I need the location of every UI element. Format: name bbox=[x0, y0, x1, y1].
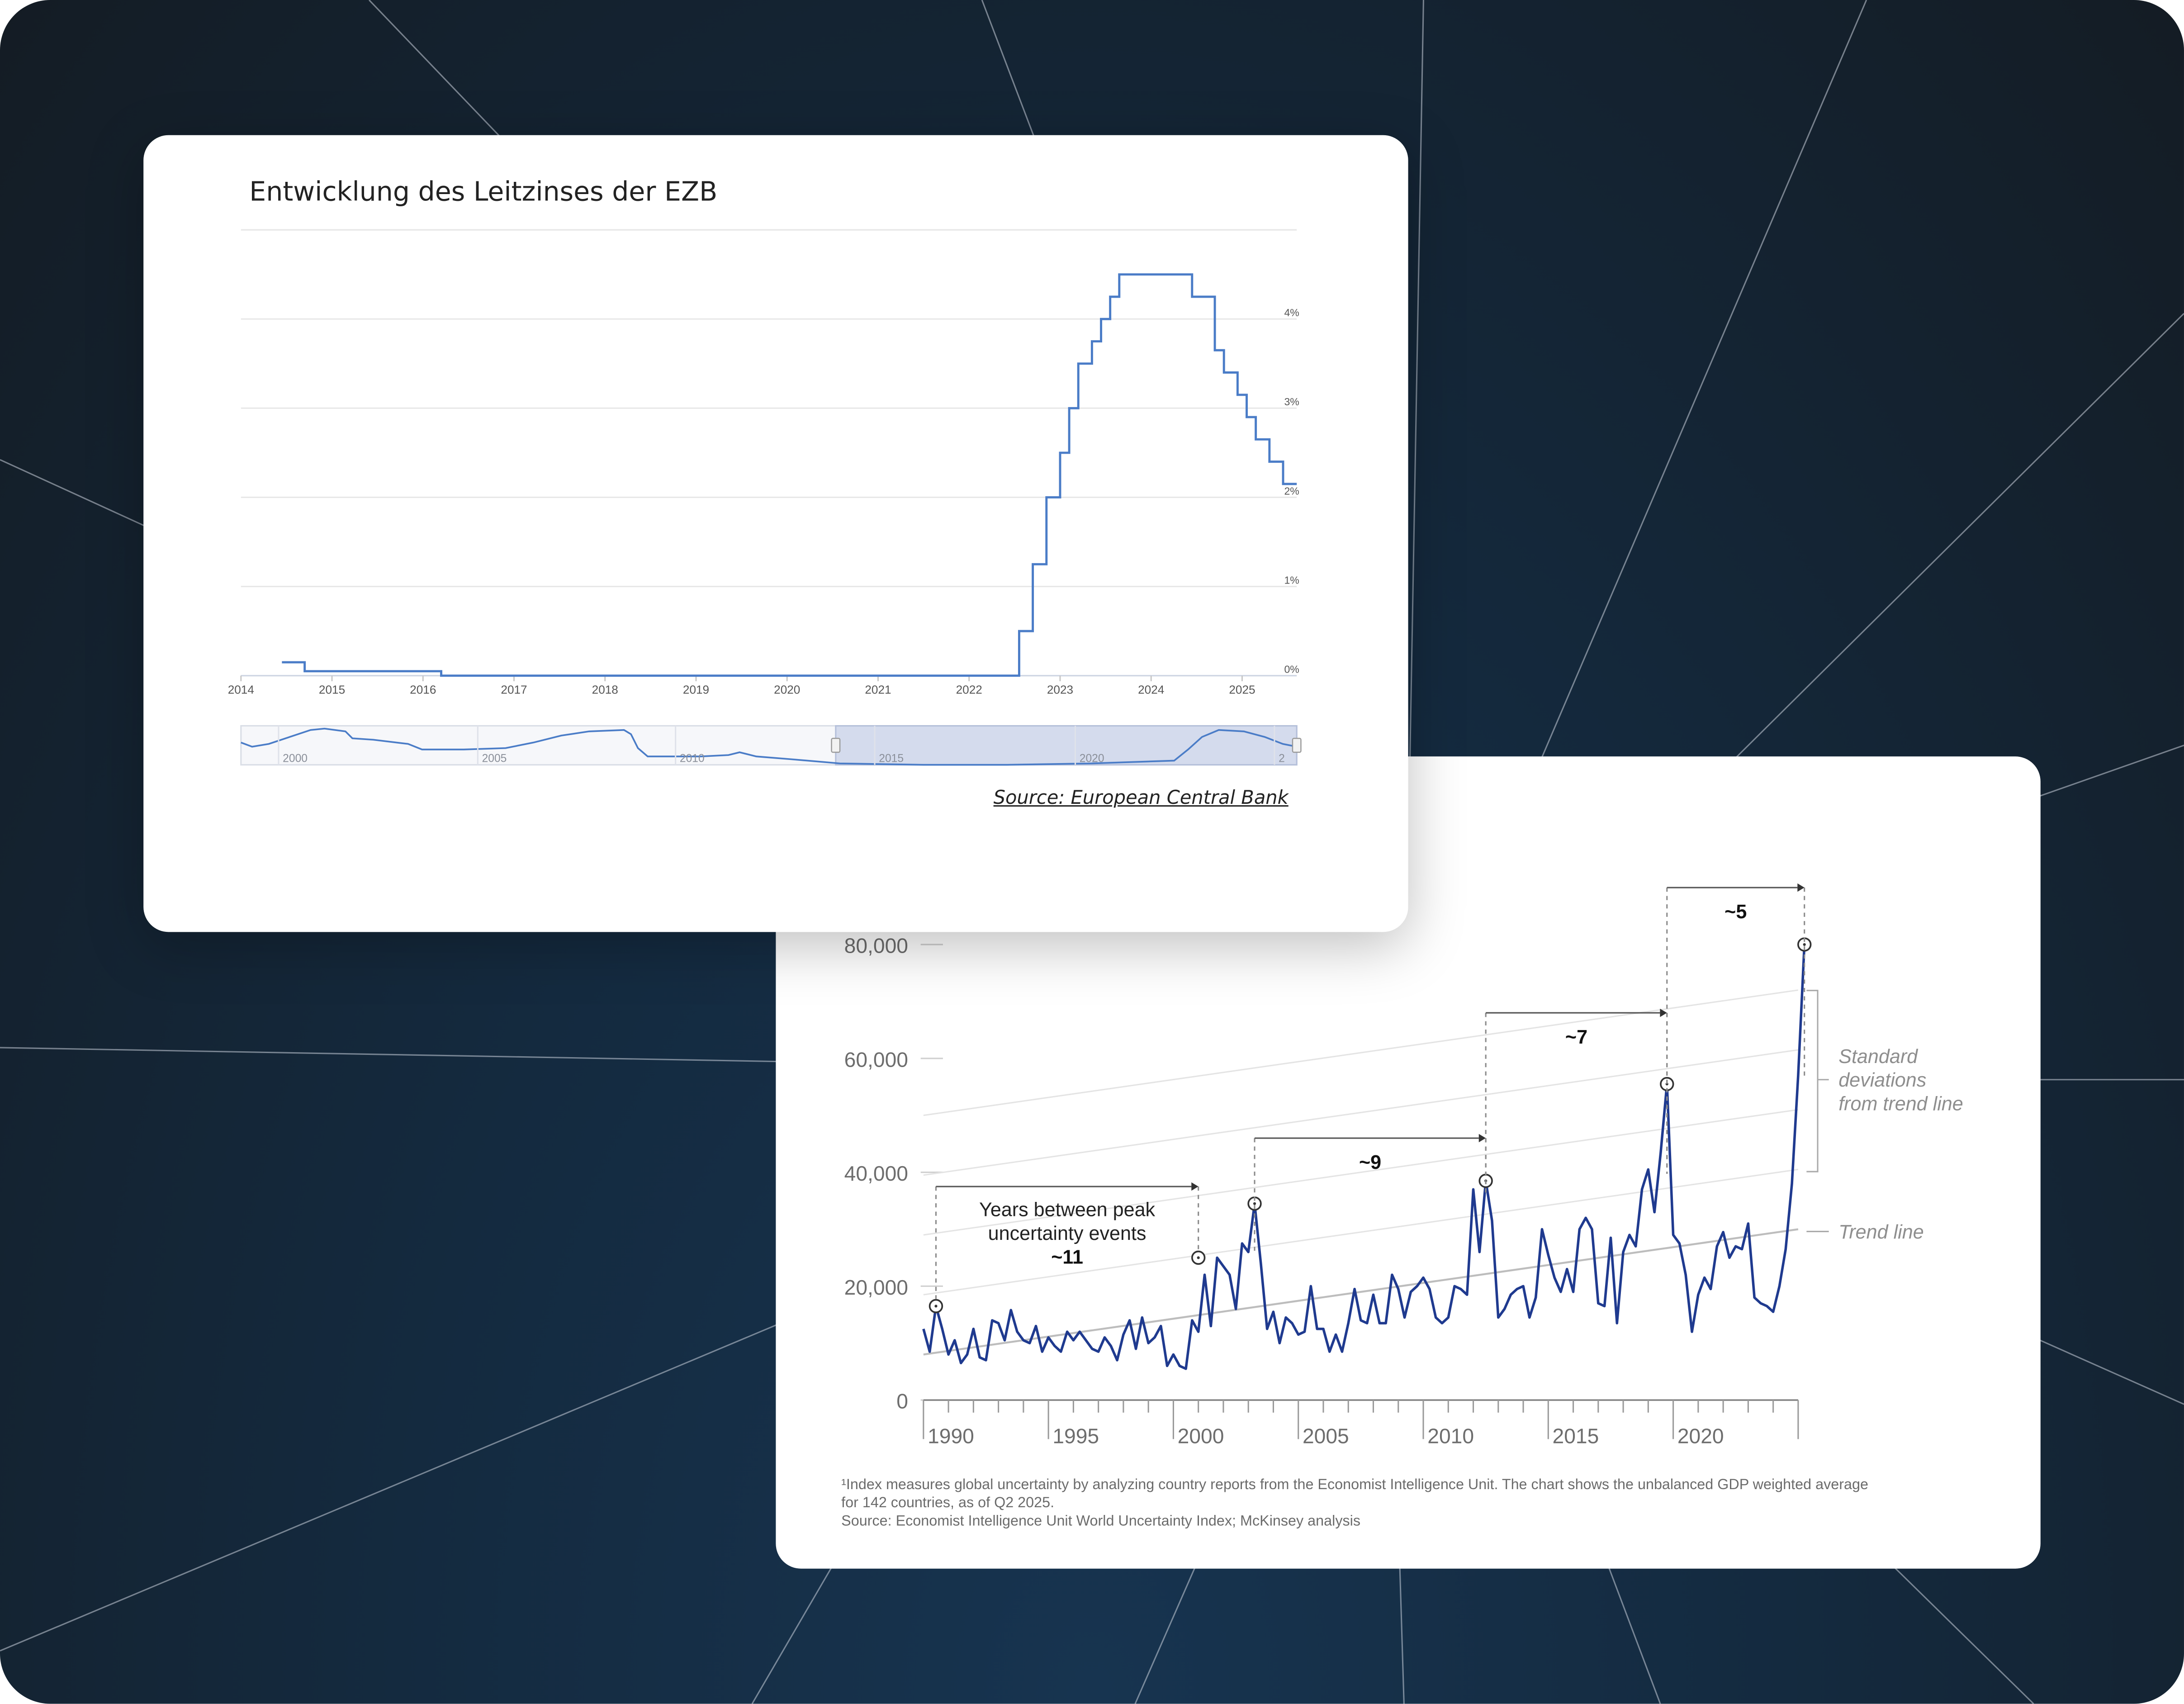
ecb-y-tick-label: 1% bbox=[1284, 574, 1299, 586]
uncertainty-x-tick-label: 1990 bbox=[928, 1424, 974, 1448]
uncertainty-footnote: ¹Index measures global uncertainty by an… bbox=[841, 1476, 1983, 1531]
ecb-x-tick-label: 2019 bbox=[683, 683, 709, 697]
ecb-chart-title: Entwicklung des Leitzinses der EZB bbox=[249, 177, 718, 208]
std-deviation-label: deviations bbox=[1838, 1069, 1926, 1091]
ecb-x-tick-label: 2018 bbox=[592, 683, 618, 697]
peak-marker-dot bbox=[934, 1305, 938, 1308]
std-deviation-line bbox=[923, 1109, 1799, 1236]
gap-arrow-head bbox=[1478, 1134, 1486, 1143]
std-deviation-label: Standard bbox=[1838, 1046, 1919, 1068]
ecb-source-link[interactable]: Source: European Central Bank bbox=[993, 787, 1289, 810]
uncertainty-index-line bbox=[922, 944, 1806, 1370]
navigator-left-handle bbox=[831, 738, 841, 753]
uncertainty-x-tick-label: 2015 bbox=[1553, 1424, 1599, 1448]
std-deviation-label: from trend line bbox=[1838, 1093, 1963, 1115]
ecb-rate-line bbox=[282, 273, 1297, 677]
ecb-x-tick-label: 2015 bbox=[319, 683, 345, 697]
navigator-tick-label: 2000 bbox=[283, 753, 308, 765]
ecb-y-tick-label: 4% bbox=[1284, 307, 1299, 318]
navigator-line bbox=[241, 727, 1297, 766]
uncertainty-y-tick-label: 0 bbox=[896, 1390, 908, 1413]
navigator-tick-label: 2005 bbox=[482, 753, 507, 765]
ecb-x-tick-label: 2022 bbox=[956, 683, 982, 697]
navigator-tick-label: 2010 bbox=[680, 753, 705, 765]
uncertainty-x-tick-label: 2005 bbox=[1303, 1424, 1349, 1448]
navigator-tick-label: 2 bbox=[1279, 753, 1285, 765]
gap-arrow-head bbox=[1191, 1182, 1199, 1191]
ecb-x-tick-label: 2016 bbox=[410, 683, 436, 697]
uncertainty-y-tick-label: 80,000 bbox=[844, 934, 908, 958]
ecb-x-tick-label: 2020 bbox=[774, 683, 800, 697]
navigator-tick-label: 2015 bbox=[879, 753, 904, 765]
ecb-x-tick-label: 2014 bbox=[228, 683, 254, 697]
gap-arrow-head bbox=[1660, 1008, 1667, 1017]
gap-years-label: ~9 bbox=[1359, 1152, 1381, 1173]
ecb-rate-chart-card: Entwicklung des Leitzinses der EZB 0% 1% 2… bbox=[143, 135, 1408, 932]
peak-marker-dot bbox=[1803, 943, 1806, 946]
navigator-selected-range bbox=[835, 725, 1298, 766]
uncertainty-x-tick-label: 1995 bbox=[1052, 1424, 1099, 1448]
ecb-x-tick-label: 2024 bbox=[1138, 683, 1164, 697]
uncertainty-y-tick-label: 20,000 bbox=[844, 1276, 908, 1299]
ecb-x-tick-label: 2021 bbox=[865, 683, 891, 697]
ecb-rate-chart: 0% 1% 2% 3% 4% 2014 2015 2016 2017 2018 2019 2020 20… bbox=[228, 229, 1302, 766]
ecb-x-tick-label: 2017 bbox=[501, 683, 527, 697]
years-between-label: Years between peak bbox=[979, 1199, 1156, 1221]
std-deviation-line bbox=[923, 1049, 1799, 1176]
ecb-y-tick-label: 3% bbox=[1284, 396, 1299, 408]
footnote-line: Source: Economist Intelligence Unit Worl… bbox=[841, 1513, 1361, 1530]
ecb-y-tick-label: 0% bbox=[1284, 663, 1299, 675]
ecb-y-tick-label: 2% bbox=[1284, 485, 1299, 497]
gap-arrow-head bbox=[1797, 883, 1805, 892]
uncertainty-y-tick-label: 60,000 bbox=[844, 1048, 908, 1071]
navigator-right-handle bbox=[1292, 738, 1302, 753]
std-deviation-line bbox=[923, 989, 1799, 1116]
uncertainty-index-chart: 0 20,000 40,000 60,000 80,000 1990 1995 2000 200… bbox=[844, 883, 1963, 1448]
uncertainty-x-tick-label: 2020 bbox=[1677, 1424, 1724, 1448]
gap-years-label: ~5 bbox=[1724, 901, 1747, 923]
uncertainty-x-tick-label: 2010 bbox=[1427, 1424, 1474, 1448]
trend-line-label: Trend line bbox=[1838, 1221, 1924, 1243]
std-deviation-bracket bbox=[1806, 990, 1819, 1172]
peak-marker-dot bbox=[1197, 1256, 1200, 1259]
gap-years-label: ~7 bbox=[1565, 1026, 1587, 1048]
navigator-tick-label: 2020 bbox=[1080, 753, 1104, 765]
peak-marker-dot bbox=[1253, 1202, 1256, 1205]
footnote-line: for 142 countries, as of Q2 2025. bbox=[841, 1495, 1055, 1512]
footnote-line: ¹Index measures global uncertainty by an… bbox=[841, 1476, 1868, 1494]
gap-years-label: ~11 bbox=[1051, 1246, 1083, 1268]
uncertainty-y-tick-label: 40,000 bbox=[844, 1162, 908, 1185]
uncertainty-x-tick-label: 2000 bbox=[1178, 1424, 1224, 1448]
peak-marker-dot bbox=[1665, 1082, 1668, 1086]
ecb-x-tick-label: 2025 bbox=[1229, 683, 1255, 697]
years-between-label: uncertainty events bbox=[988, 1223, 1146, 1244]
navigator-frame bbox=[240, 725, 1298, 766]
ecb-x-tick-label: 2023 bbox=[1047, 683, 1073, 697]
